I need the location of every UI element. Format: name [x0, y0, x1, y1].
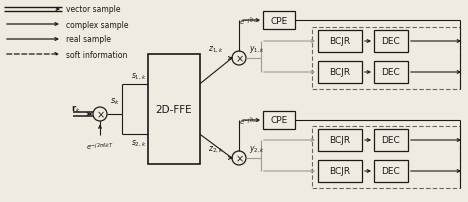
Text: $y_{2,k}$: $y_{2,k}$: [249, 143, 265, 154]
Bar: [312, 126, 460, 188]
Text: DEC: DEC: [381, 167, 401, 176]
Text: DEC: DEC: [381, 68, 401, 77]
Text: BCJR: BCJR: [329, 136, 351, 145]
Text: real sample: real sample: [66, 35, 111, 44]
Text: $\times$: $\times$: [95, 110, 104, 120]
Bar: [263, 12, 295, 30]
Bar: [374, 160, 408, 182]
Bar: [374, 129, 408, 151]
Bar: [263, 112, 295, 129]
Text: $z_{2,k}$: $z_{2,k}$: [208, 144, 224, 154]
Text: $e^{-j2\pi f_s kT}$: $e^{-j2\pi f_s kT}$: [86, 141, 114, 153]
Text: $s_{2,k}$: $s_{2,k}$: [131, 138, 146, 148]
Bar: [318, 62, 362, 84]
Text: $\mathbf{r}_k$: $\mathbf{r}_k$: [71, 103, 81, 114]
Text: $s_k$: $s_k$: [110, 96, 120, 106]
Text: soft information: soft information: [66, 50, 127, 59]
Text: CPE: CPE: [271, 16, 288, 25]
Bar: [374, 62, 408, 84]
Bar: [318, 31, 362, 53]
Text: BCJR: BCJR: [329, 68, 351, 77]
Bar: [318, 129, 362, 151]
Bar: [148, 55, 200, 164]
Text: BCJR: BCJR: [329, 167, 351, 176]
Text: CPE: CPE: [271, 116, 288, 125]
Text: DEC: DEC: [381, 37, 401, 46]
Text: DEC: DEC: [381, 136, 401, 145]
Text: BCJR: BCJR: [329, 37, 351, 46]
Text: $s_{1,k}$: $s_{1,k}$: [131, 71, 146, 81]
Text: 2D-FFE: 2D-FFE: [156, 104, 192, 115]
Text: $y_{1,k}$: $y_{1,k}$: [249, 44, 265, 55]
Bar: [318, 160, 362, 182]
Text: $e^{-j\hat{\theta}_{1,k}}$: $e^{-j\hat{\theta}_{1,k}}$: [239, 15, 260, 27]
Text: $\times$: $\times$: [234, 54, 243, 64]
Text: $\times$: $\times$: [234, 154, 243, 164]
Bar: [374, 31, 408, 53]
Text: $e^{-j\hat{\theta}_{2,k}}$: $e^{-j\hat{\theta}_{2,k}}$: [239, 115, 260, 126]
Text: complex sample: complex sample: [66, 20, 129, 29]
Text: vector sample: vector sample: [66, 5, 120, 14]
Bar: [312, 28, 460, 89]
Text: $z_{1,k}$: $z_{1,k}$: [208, 44, 224, 55]
